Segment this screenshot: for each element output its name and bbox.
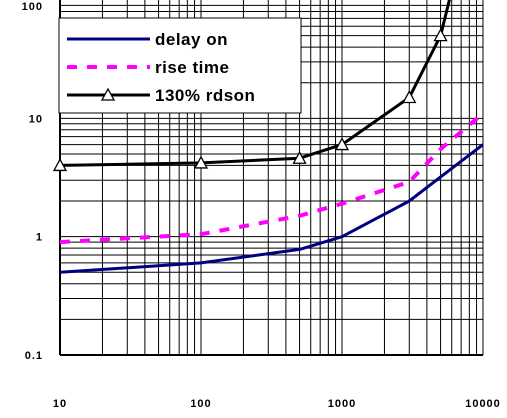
marker-layer xyxy=(52,28,448,172)
y-tick-label: 100 xyxy=(22,1,43,13)
y-tick-label: 1 xyxy=(36,232,43,244)
legend-box xyxy=(58,17,302,114)
data-point-marker xyxy=(193,155,209,169)
y-tick-label: 10 xyxy=(29,113,43,125)
tick-labels: 10 100 1000 10000 0.1 1 10 100 xyxy=(22,1,501,410)
y-tick-label: 0.1 xyxy=(25,350,43,362)
data-point-marker xyxy=(402,90,417,104)
legend-label-0: delay on xyxy=(155,30,228,49)
x-tick-label: 10 xyxy=(53,398,67,410)
legend-label-1: rise time xyxy=(155,58,229,77)
data-point-marker xyxy=(292,150,307,164)
data-point-marker xyxy=(433,28,448,42)
legend-label-2: 130% rdson xyxy=(155,86,255,105)
data-point-marker xyxy=(52,158,68,172)
legend-marker-icon xyxy=(100,87,116,101)
data-point-marker xyxy=(334,137,350,151)
x-tick-label: 1000 xyxy=(328,398,356,410)
legend: delay on rise time 130% rdson xyxy=(58,17,302,114)
series-line-0 xyxy=(60,143,483,274)
x-tick-label: 100 xyxy=(190,398,211,410)
x-tick-label: 10000 xyxy=(465,398,501,410)
series-line-1 xyxy=(60,111,483,245)
